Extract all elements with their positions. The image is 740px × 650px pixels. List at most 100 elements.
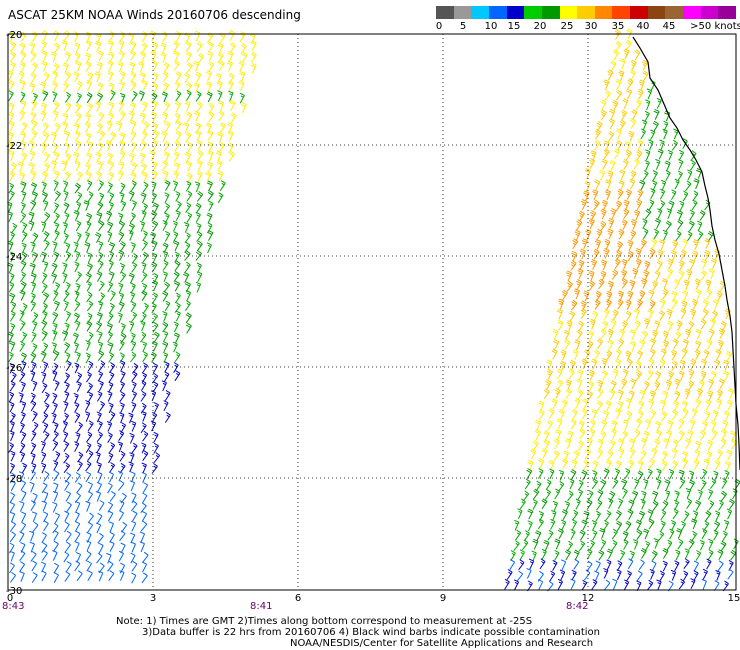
legend-swatch <box>541 6 561 19</box>
wind-barb <box>611 528 618 540</box>
wind-barb <box>700 370 707 382</box>
wind-barb <box>660 509 667 521</box>
wind-barb <box>676 528 683 539</box>
wind-barb <box>634 319 641 331</box>
wind-barb <box>131 161 138 173</box>
wind-barb <box>86 382 93 394</box>
wind-barb <box>671 139 678 151</box>
wind-barb <box>74 300 81 312</box>
wind-barb <box>9 430 15 442</box>
wind-barb <box>21 511 27 523</box>
wind-barb <box>141 210 147 222</box>
wind-barb <box>564 339 571 350</box>
wind-barb <box>682 238 689 250</box>
wind-barb <box>86 171 93 182</box>
wind-barb <box>8 120 15 132</box>
longitude-labels: 0 3 6 9 12 15 <box>7 593 740 604</box>
wind-barb <box>86 560 93 572</box>
wind-barb <box>610 60 617 72</box>
wind-barb <box>64 391 70 402</box>
wind-barb <box>86 320 93 332</box>
wind-barb <box>205 70 212 82</box>
wind-barb <box>174 370 181 382</box>
wind-barb <box>610 208 617 220</box>
wind-barb <box>680 308 687 320</box>
wind-barb <box>534 429 541 440</box>
wind-barb <box>175 120 182 131</box>
wind-barb <box>118 510 125 522</box>
wind-barb <box>584 569 591 581</box>
wind-barb <box>239 71 246 82</box>
wind-barb <box>185 131 192 143</box>
wind-barb <box>636 298 643 310</box>
wind-barb <box>52 241 58 252</box>
wind-barb <box>706 439 714 451</box>
wind-barb <box>43 211 51 223</box>
wind-barb <box>705 288 713 300</box>
wind-barb <box>539 558 546 570</box>
wind-barb <box>64 91 72 103</box>
wind-barb <box>30 442 37 454</box>
wind-barb <box>142 551 149 563</box>
wind-barb <box>208 200 214 212</box>
wind-barb <box>62 272 68 284</box>
wind-barb <box>654 380 661 392</box>
wind-barb <box>623 48 630 60</box>
wind-barb <box>139 112 146 124</box>
wind-barb <box>51 272 58 284</box>
wind-barb <box>643 528 650 540</box>
wind-barb <box>598 278 605 290</box>
wind-barb <box>238 60 245 72</box>
wind-barb <box>241 51 248 63</box>
wind-barb <box>515 529 522 541</box>
wind-barb <box>109 411 116 422</box>
wind-barb <box>565 438 572 449</box>
wind-barb <box>51 342 57 353</box>
wind-barb <box>151 340 158 352</box>
wind-barb <box>651 448 658 459</box>
wind-barb <box>140 502 147 514</box>
wind-barb <box>601 358 608 369</box>
wind-barb <box>43 470 50 482</box>
wind-barb <box>656 260 663 271</box>
wind-barb <box>164 179 171 191</box>
wind-barb <box>218 60 225 72</box>
wind-barb <box>117 441 123 453</box>
wind-barb <box>239 92 245 104</box>
wind-barb <box>567 490 574 502</box>
wind-barb <box>703 349 710 361</box>
wind-barb <box>535 480 542 492</box>
wind-barb <box>673 278 681 290</box>
wind-barb <box>172 171 180 182</box>
wind-barb <box>604 89 611 101</box>
wind-barb <box>152 381 159 393</box>
wind-barb <box>175 30 182 42</box>
wind-barb <box>141 42 148 54</box>
wind-barb <box>30 300 37 312</box>
wind-barb <box>162 71 169 82</box>
wind-barb <box>162 321 169 333</box>
wind-barb <box>139 152 146 164</box>
legend-swatch <box>524 6 543 19</box>
wind-barb <box>140 422 147 434</box>
wind-barb <box>142 251 149 263</box>
wind-barb <box>95 232 102 244</box>
wind-barb <box>603 148 610 160</box>
wind-barb <box>95 451 101 463</box>
wind-barb <box>86 540 92 552</box>
wind-barb <box>672 400 680 412</box>
wind-barb <box>152 202 159 214</box>
wind-barb <box>64 152 72 164</box>
wind-barb <box>625 350 632 362</box>
wind-barb <box>549 570 556 582</box>
wind-barb <box>128 190 135 202</box>
wind-barb <box>20 521 27 533</box>
wind-barb <box>625 299 632 311</box>
wind-barb <box>666 308 673 320</box>
wind-barb <box>108 112 115 123</box>
wind-barb <box>196 240 203 252</box>
wind-barb <box>105 140 112 151</box>
wind-barb <box>41 451 47 463</box>
wind-barb <box>151 181 157 193</box>
wind-barb <box>108 51 115 63</box>
